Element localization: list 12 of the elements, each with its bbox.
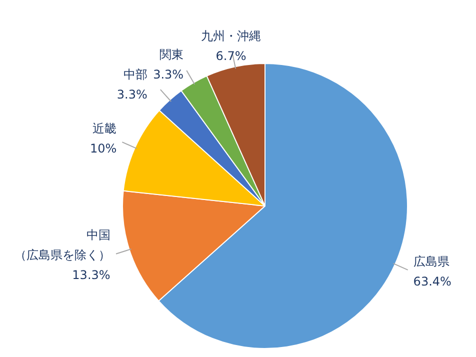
slice-label: 九州・沖縄 xyxy=(201,29,262,44)
slice-label: 関東 xyxy=(160,47,184,62)
data-label: 63.4% xyxy=(413,274,452,289)
data-label: 10% xyxy=(90,142,117,156)
slice-label: 中部 xyxy=(123,67,148,82)
slice-label: 広島県 xyxy=(413,254,450,269)
data-label: 3.3% xyxy=(153,67,184,82)
data-label: 6.7% xyxy=(216,49,246,64)
data-label: 13.3% xyxy=(72,268,110,282)
slice-label: 中国（広島県を除く） xyxy=(14,228,110,262)
data-label: 3.3% xyxy=(116,87,148,102)
slice-label: 近畿 xyxy=(92,122,117,136)
